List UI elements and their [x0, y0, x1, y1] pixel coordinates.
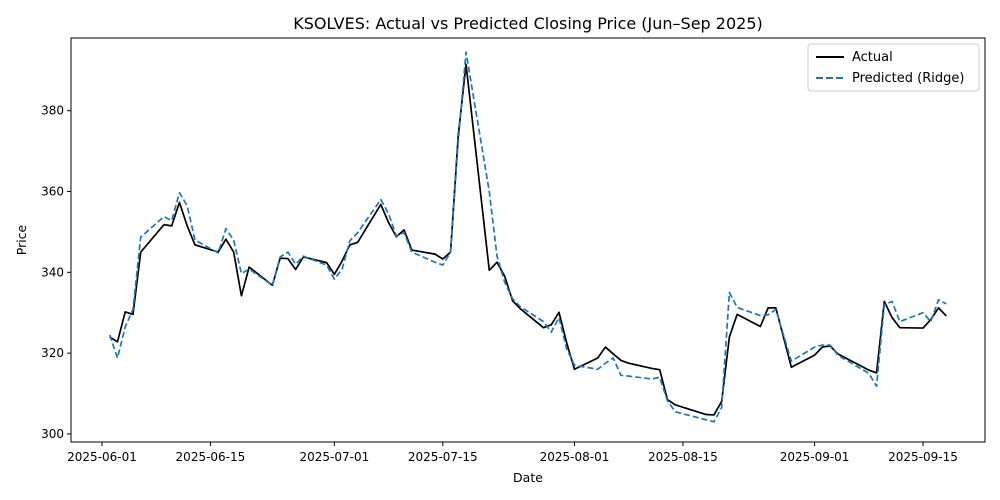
legend-label-predicted: Predicted (Ridge): [852, 71, 964, 86]
x-tick-label: 2025-06-01: [67, 450, 137, 464]
x-axis-ticks: 2025-06-01 2025-06-15 2025-07-01 2025-07-15…: [67, 442, 958, 464]
x-tick-label: 2025-06-15: [176, 450, 246, 464]
series-line-predicted: [108, 51, 947, 423]
y-tick-label: 320: [41, 346, 64, 360]
legend-frame: [807, 43, 980, 92]
legend-label-actual: Actual: [852, 50, 893, 65]
series-line-actual: [109, 63, 947, 416]
y-tick-label: 380: [41, 104, 64, 118]
y-tick-label: 360: [41, 185, 64, 199]
x-tick-label: 2025-07-01: [299, 450, 369, 464]
series-layer: [108, 51, 947, 423]
y-tick-label: 300: [41, 427, 64, 441]
x-tick-label: 2025-07-15: [408, 450, 478, 464]
y-tick-label: 340: [41, 265, 64, 279]
chart-title: KSOLVES: Actual vs Predicted Closing Pri…: [293, 14, 763, 33]
plot-area-frame: [70, 37, 986, 443]
legend: Actual Predicted (Ridge): [807, 43, 980, 92]
x-axis-label: Date: [513, 470, 543, 485]
x-tick-label: 2025-09-15: [888, 450, 958, 464]
x-tick-label: 2025-08-01: [540, 450, 610, 464]
x-tick-label: 2025-08-15: [648, 450, 718, 464]
y-axis-label: Price: [14, 224, 29, 255]
x-tick-label: 2025-09-01: [780, 450, 850, 464]
y-axis-ticks: 300 320 340 360 380: [41, 104, 71, 441]
